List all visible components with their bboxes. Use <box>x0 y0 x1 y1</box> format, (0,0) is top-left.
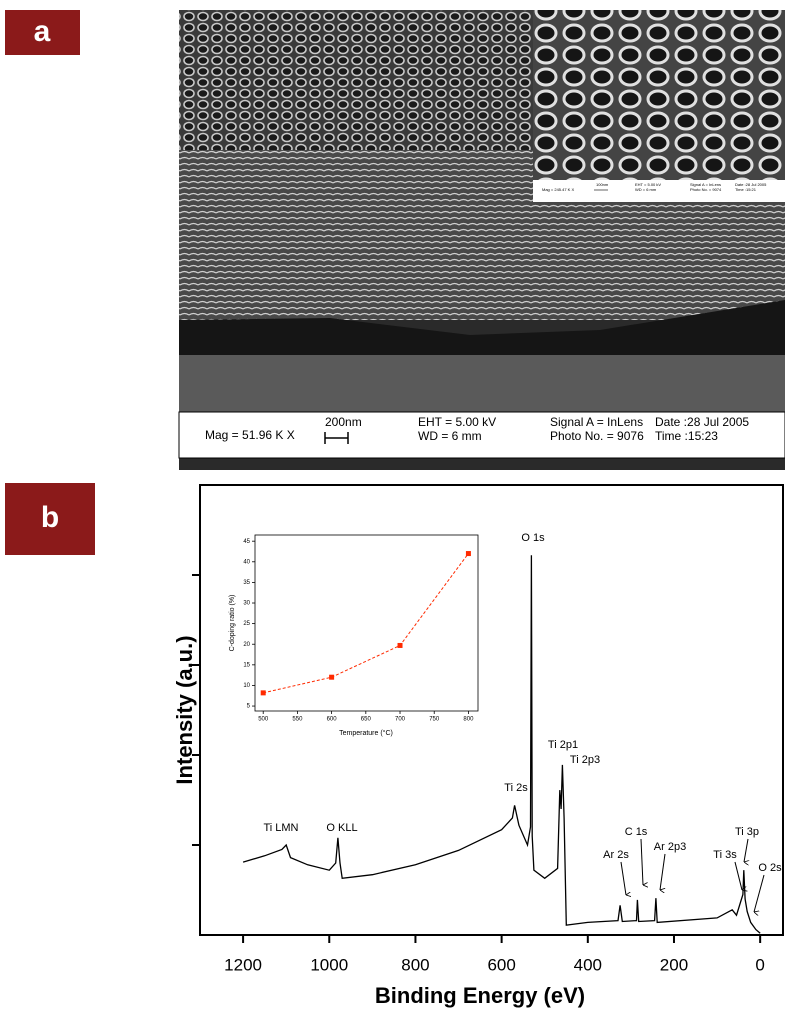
x-tick-label: 1200 <box>224 955 262 974</box>
x-tick-label: 1000 <box>310 955 348 974</box>
data-point <box>261 690 266 695</box>
peak-label: Ti LMN <box>263 822 298 834</box>
panel-label: b <box>41 501 59 534</box>
y-tick-label: 20 <box>243 642 250 648</box>
info-text: Photo No. = 9076 <box>550 429 644 443</box>
plot-frame <box>255 535 478 711</box>
x-tick-label: 750 <box>429 717 440 723</box>
peak-label: Ar 2p3 <box>654 841 686 853</box>
peak-label: O 2s <box>758 862 782 874</box>
info-text: Time :15:21 <box>735 187 757 192</box>
info-text: 200nm <box>325 415 362 429</box>
data-point <box>398 643 403 648</box>
peak-label: Ti 2p1 <box>548 739 578 751</box>
y-tick-label: 35 <box>243 580 250 586</box>
x-tick-label: 700 <box>395 717 406 723</box>
x-axis-label: Temperature (°C) <box>339 729 393 737</box>
peak-label: O 1s <box>521 532 545 544</box>
y-tick-label: 45 <box>243 539 250 545</box>
x-tick-label: 600 <box>327 717 338 723</box>
y-tick-label: 40 <box>243 559 250 565</box>
x-tick-label: 800 <box>463 717 474 723</box>
panel-label: a <box>34 15 51 48</box>
info-text: WD = 6 mm <box>418 429 482 443</box>
sem-image <box>179 10 785 470</box>
y-axis-label: C-doping ratio (%) <box>229 595 236 652</box>
x-tick-label: 0 <box>755 955 764 974</box>
x-tick-label: 550 <box>292 717 303 723</box>
y-tick-label: 10 <box>243 683 250 689</box>
x-tick-label: 200 <box>660 955 688 974</box>
info-text: Time :15:23 <box>655 429 718 443</box>
info-text: Photo No. = 9074 <box>690 187 722 192</box>
x-tick-label: 400 <box>574 955 602 974</box>
data-point <box>329 675 334 680</box>
info-text: Mag = 51.96 K X <box>205 428 295 442</box>
info-text: Signal A = InLens <box>550 415 643 429</box>
peak-label: Ti 3s <box>713 849 737 861</box>
info-text: 100nm <box>596 182 609 187</box>
x-tick-label: 800 <box>401 955 429 974</box>
data-point <box>466 551 471 556</box>
peak-label: O KLL <box>326 822 357 834</box>
peak-label: Ti 3p <box>735 826 759 838</box>
peak-label: Ti 2p3 <box>570 754 600 766</box>
y-tick-label: 30 <box>243 601 250 607</box>
x-axis-label: Binding Energy (eV) <box>375 983 585 1008</box>
x-tick-label: 650 <box>361 717 372 723</box>
page: { "panel_labels": ["a", "b"], "sem_image… <box>0 0 785 1011</box>
y-tick-label: 15 <box>243 662 250 668</box>
info-text: EHT = 5.00 kV <box>418 415 496 429</box>
y-axis-label: Intensity (a.u.) <box>172 635 197 784</box>
info-text: Date :28 Jul 2005 <box>655 415 749 429</box>
y-tick-label: 25 <box>243 621 250 627</box>
info-text: Mag = 245.47 K X <box>542 187 574 192</box>
x-tick-label: 500 <box>258 717 269 723</box>
info-text: WD = 6 mm <box>635 187 657 192</box>
peak-label: Ar 2s <box>603 849 629 861</box>
figure: a b Mag = 51.96 K X 200nm EHT = 5.00 kV … <box>0 0 785 1011</box>
x-tick-label: 600 <box>487 955 515 974</box>
peak-label: C 1s <box>625 826 648 838</box>
peak-label: Ti 2s <box>504 782 528 794</box>
